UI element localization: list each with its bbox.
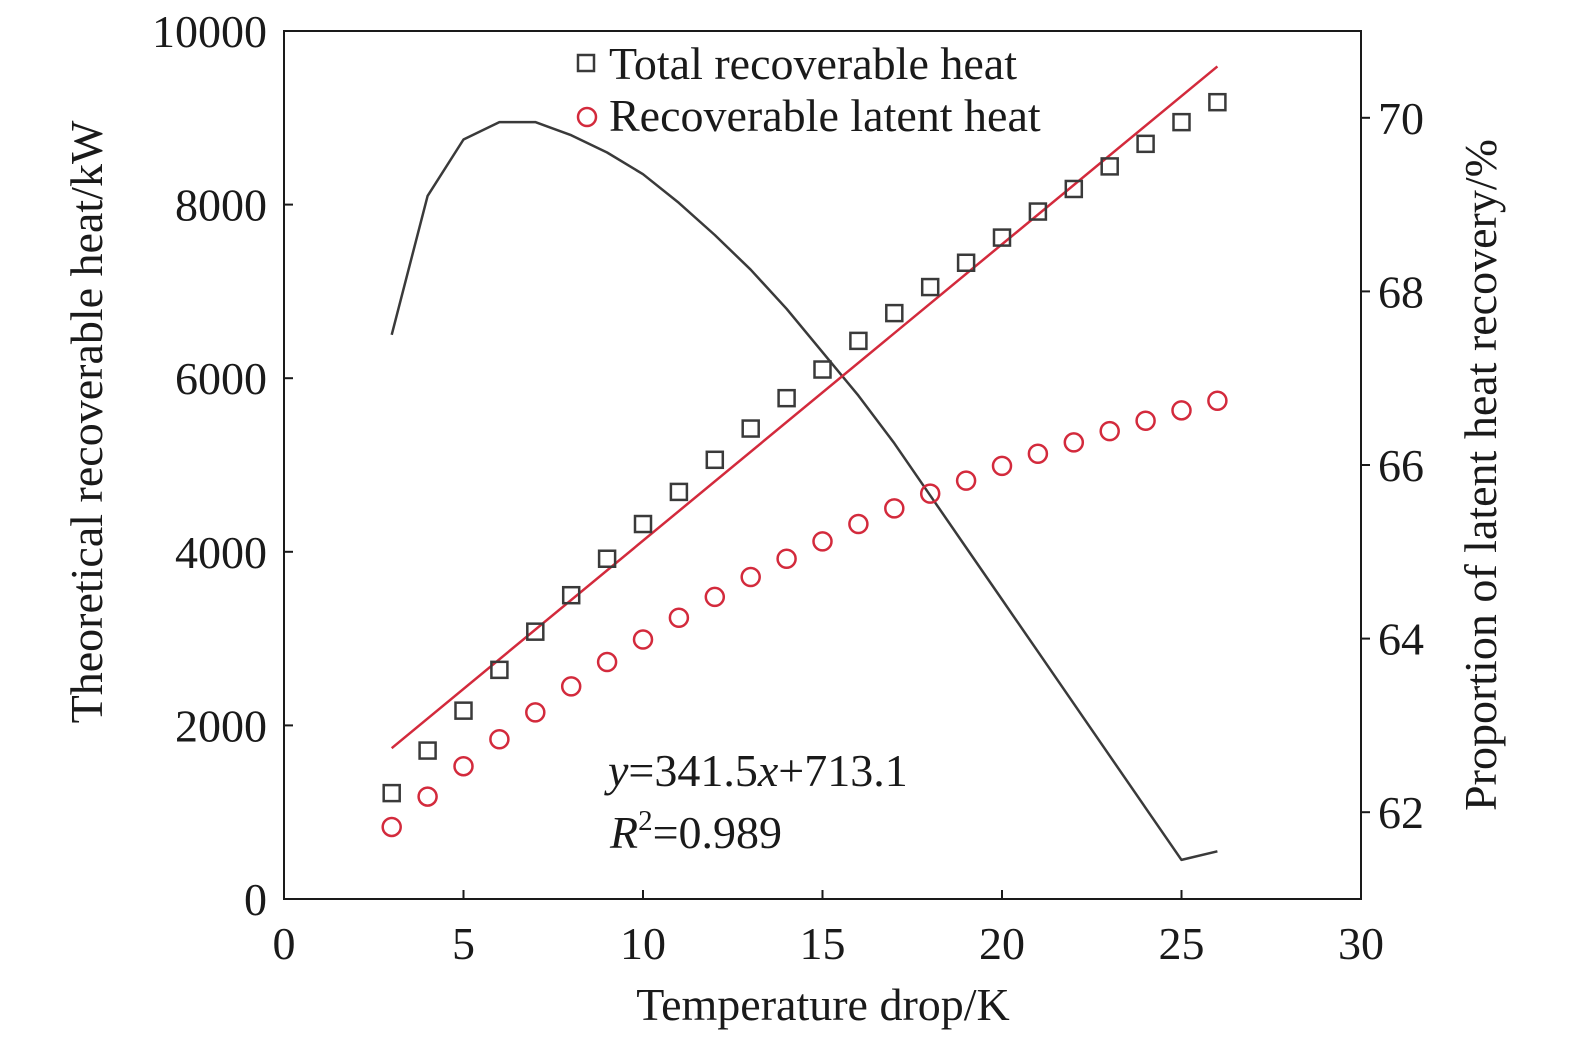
y-axis-title: Theoretical recoverable heat/kW <box>61 120 112 723</box>
latent-heat-point <box>381 816 402 838</box>
series-layer <box>381 65 1228 862</box>
legend: Total recoverable heat Recoverable laten… <box>576 38 1041 141</box>
y2-tick-label: 64 <box>1378 614 1424 665</box>
x-tick-label: 30 <box>1338 918 1384 969</box>
x-tick-label: 10 <box>620 918 666 969</box>
total-heat-point <box>526 622 545 641</box>
total-heat-point <box>885 303 904 323</box>
latent-heat-point <box>1099 420 1120 442</box>
total-heat-point <box>741 419 760 438</box>
x-tick-label: 0 <box>273 918 296 969</box>
total-heat-point <box>597 549 617 568</box>
x-tick-label: 15 <box>800 918 846 969</box>
total-heat-point <box>454 701 473 720</box>
fit-line <box>390 65 1219 750</box>
total-heat-point <box>1172 112 1191 132</box>
total-heat-point <box>920 277 940 297</box>
y2-tick-label: 62 <box>1378 787 1424 838</box>
fit-equation-slope: =341.5 <box>628 745 757 796</box>
latent-heat-point <box>596 651 618 673</box>
total-heat-point <box>1064 179 1084 199</box>
y-tick-label: 0 <box>244 874 267 925</box>
y2-tick-label: 66 <box>1378 440 1424 491</box>
x-tick-label: 25 <box>1159 918 1205 969</box>
fit-equation-intercept: +713.1 <box>778 745 907 796</box>
total-heat-point <box>813 360 832 379</box>
latent-heat-point <box>704 586 726 608</box>
total-heat-point <box>777 388 796 408</box>
fit-equation-y: y <box>604 745 629 796</box>
y-tick-label: 6000 <box>175 353 267 404</box>
latent-heat-point <box>489 729 510 750</box>
y2-tick-label: 68 <box>1378 266 1424 317</box>
legend-label-total: Total recoverable heat <box>609 38 1017 89</box>
latent-heat-point <box>525 702 546 723</box>
x-axis-title: Temperature drop/K <box>636 979 1010 1030</box>
total-heat-point <box>1208 92 1227 112</box>
total-heat-point <box>490 660 509 680</box>
latent-heat-point <box>991 455 1013 477</box>
fit-r-squared: R2=0.989 <box>609 805 782 858</box>
latent-heat-point <box>1063 432 1085 453</box>
total-heat-point <box>561 585 581 605</box>
latent-heat-point <box>453 755 474 777</box>
latent-proportion-line <box>390 120 1218 862</box>
latent-heat-point <box>417 786 438 807</box>
legend-label-latent: Recoverable latent heat <box>609 90 1041 141</box>
x-axis: 0 5 10 15 20 25 30 <box>273 890 1384 969</box>
total-heat-point <box>956 253 976 273</box>
latent-heat-point <box>740 566 761 588</box>
legend-marker-square <box>576 53 596 73</box>
y-axis-right: 62 64 66 68 70 <box>1361 93 1424 838</box>
x-tick-label: 20 <box>979 918 1025 969</box>
y2-axis-title: Proportion of latent heat recovery/% <box>1455 139 1506 811</box>
y-tick-label: 8000 <box>175 180 267 231</box>
latent-heat-point <box>848 513 869 535</box>
latent-heat-point <box>668 607 690 629</box>
total-heat-point <box>418 741 437 760</box>
total-heat-point <box>992 228 1012 247</box>
legend-marker-circle <box>576 106 598 128</box>
fit-equation-x: x <box>757 745 779 796</box>
total-heat-point <box>705 450 725 470</box>
latent-heat-point <box>955 470 977 491</box>
total-heat-point <box>669 482 689 502</box>
fit-equation: y=341.5x+713.1 <box>604 745 908 796</box>
fit-r-value: =0.989 <box>653 807 782 858</box>
latent-heat-point <box>919 483 941 504</box>
latent-heat-point <box>1171 400 1192 421</box>
total-heat-point <box>633 514 653 534</box>
latent-heat-point <box>560 676 582 697</box>
latent-heat-point <box>776 548 797 569</box>
y-tick-label: 4000 <box>175 527 267 578</box>
y2-tick-label: 70 <box>1378 93 1424 144</box>
total-heat-point <box>1028 202 1048 221</box>
latent-heat-point <box>884 498 905 519</box>
total-heat-point <box>849 331 868 351</box>
latent-heat-point <box>632 629 654 650</box>
x-tick-label: 5 <box>452 918 475 969</box>
y-tick-label: 2000 <box>175 700 267 751</box>
latent-heat-point <box>1135 410 1156 431</box>
latent-heat-point <box>1027 443 1049 464</box>
total-heat-point <box>1136 134 1155 154</box>
y-axis-left: 0 2000 4000 6000 8000 10000 <box>152 6 293 925</box>
fit-r-letter: R <box>609 807 638 858</box>
total-heat-point <box>382 783 401 803</box>
y-tick-label: 10000 <box>152 6 267 57</box>
latent-heat-point <box>812 531 833 552</box>
fit-r-superscript: 2 <box>638 805 653 837</box>
total-heat-point <box>1100 157 1119 176</box>
latent-heat-point <box>1207 390 1228 412</box>
